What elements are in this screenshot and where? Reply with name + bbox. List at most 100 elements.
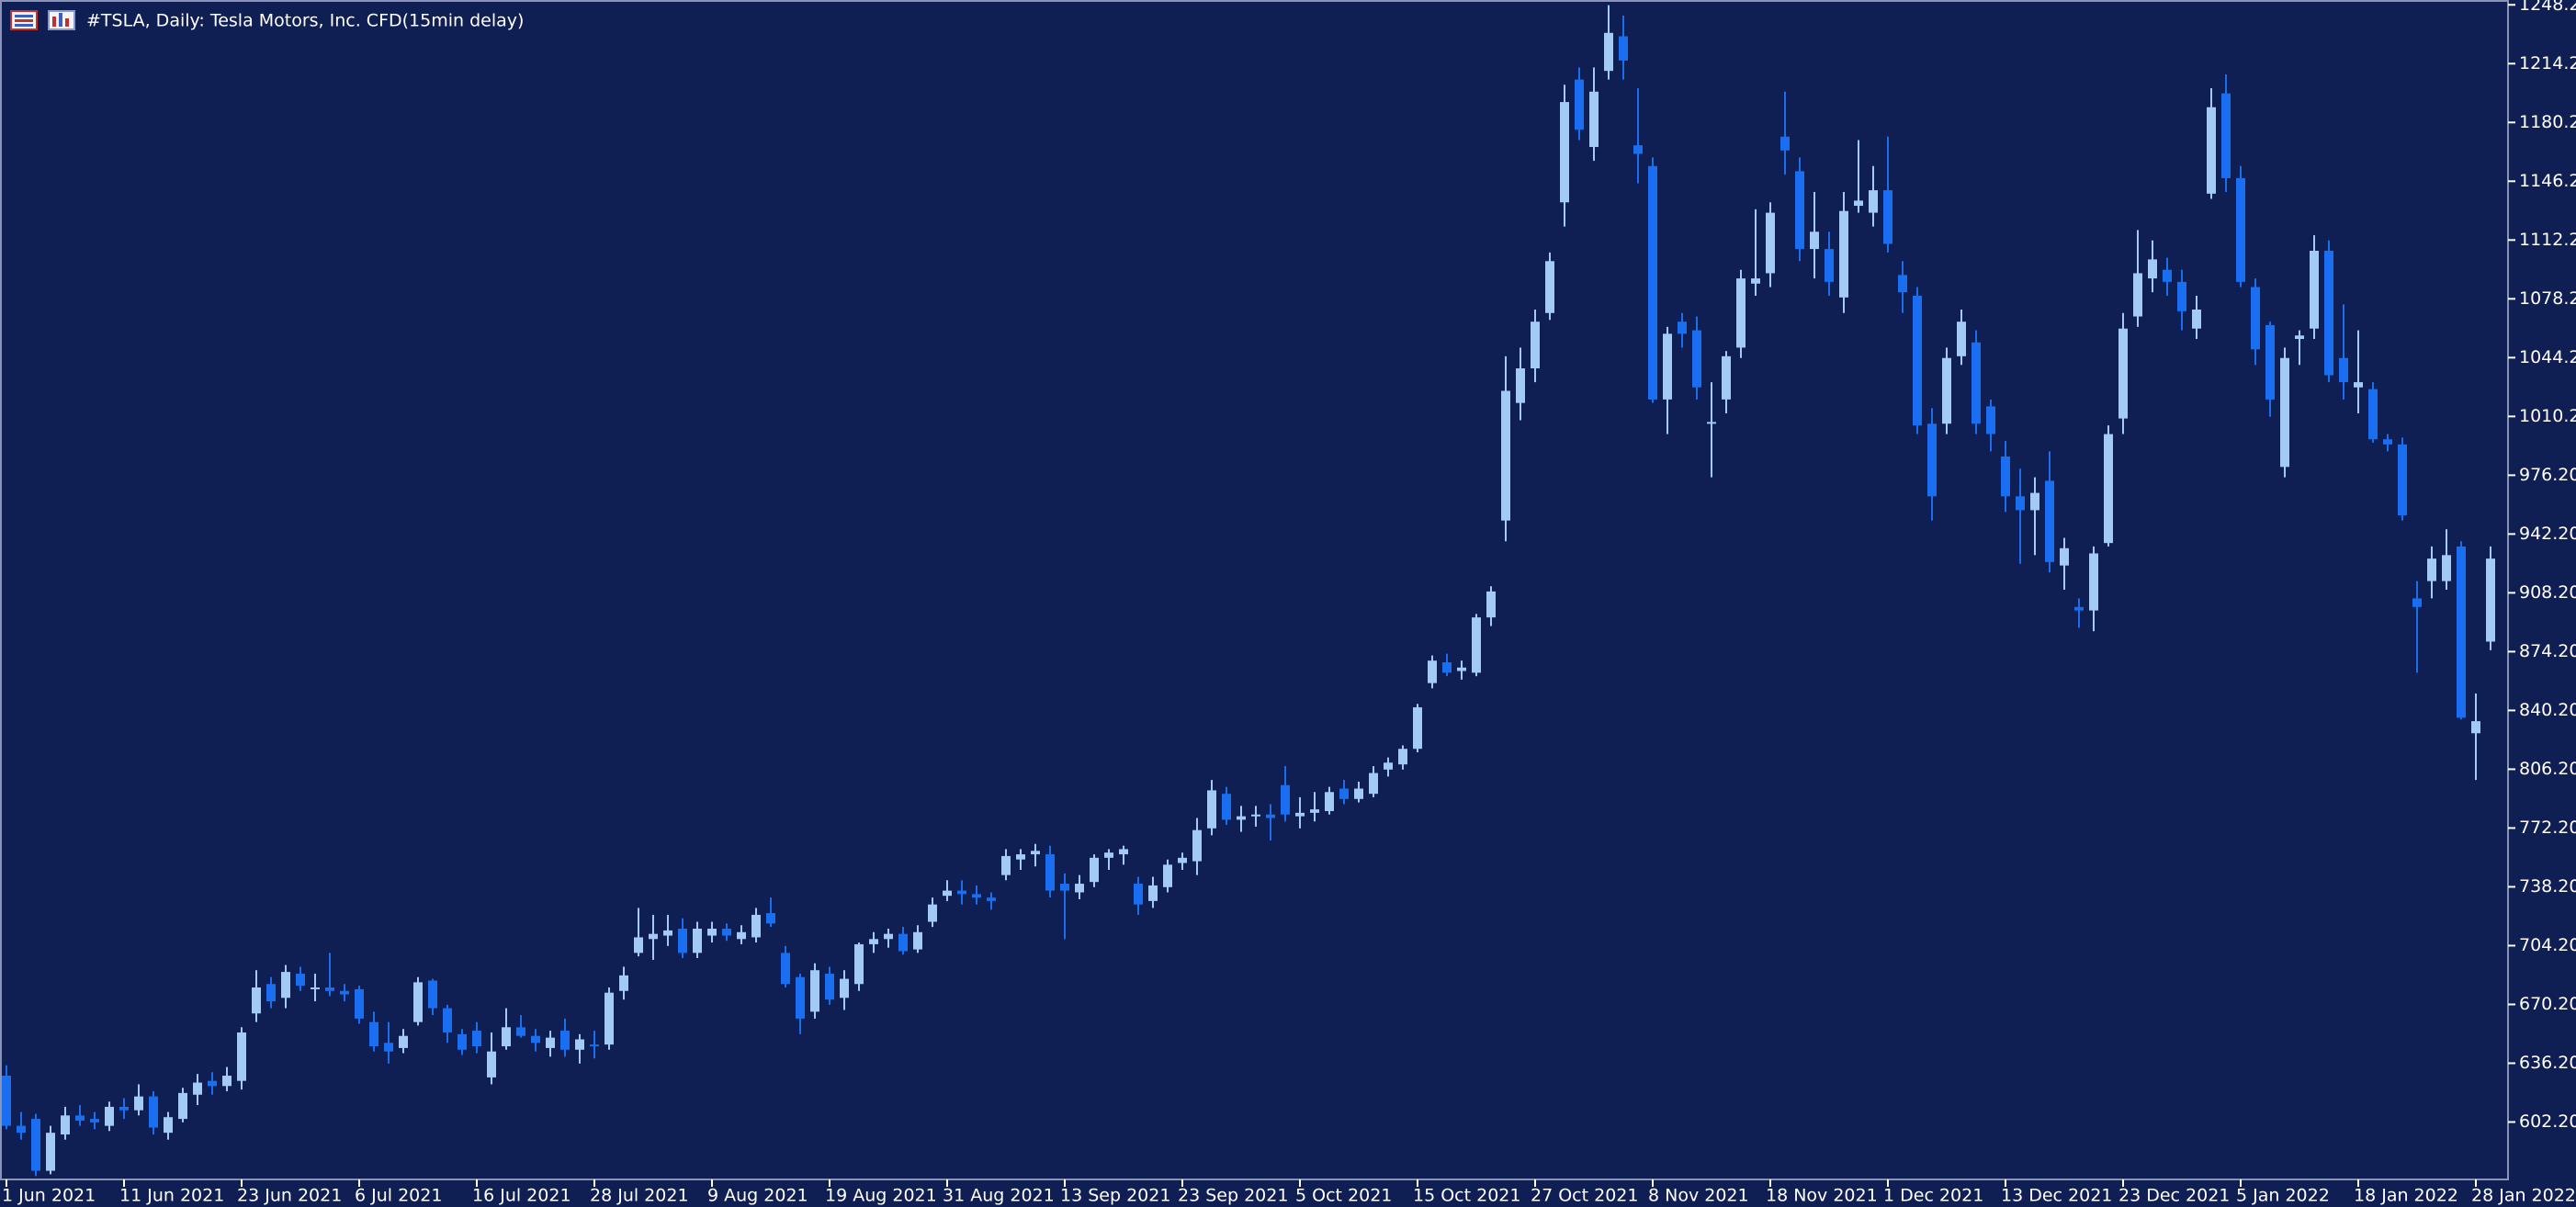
- candle-body: [17, 1125, 26, 1134]
- candle-body: [560, 1031, 570, 1050]
- candle-body: [1486, 591, 1496, 618]
- toolbar-icon[interactable]: [10, 10, 38, 30]
- plot-frame: [0, 0, 2509, 1180]
- candle-body: [1295, 812, 1305, 817]
- candle-body: [957, 890, 966, 895]
- candle-body: [1663, 333, 1672, 400]
- candle-body: [575, 1039, 584, 1050]
- candle-body: [751, 914, 761, 938]
- candle-body: [1075, 884, 1084, 893]
- candle-body: [149, 1096, 158, 1128]
- candle-body: [1060, 884, 1069, 891]
- candle-body: [1722, 355, 1731, 400]
- x-tick-label: 8 Nov 2021: [1648, 1186, 1749, 1206]
- candle-body: [1501, 390, 1510, 521]
- candle-body: [46, 1133, 55, 1171]
- x-tick-label: 6 Jul 2021: [355, 1186, 442, 1206]
- chart-icon[interactable]: [48, 10, 75, 30]
- candle-body: [1869, 190, 1878, 213]
- x-tick-label: 18 Nov 2021: [1766, 1186, 1878, 1206]
- candle-body: [590, 1044, 599, 1047]
- candle-body: [2324, 250, 2333, 376]
- x-tick-label: 19 Aug 2021: [825, 1186, 937, 1206]
- candle-body: [2398, 444, 2407, 516]
- candle-body: [2457, 546, 2466, 718]
- x-tick-label: 11 Jun 2021: [119, 1186, 224, 1206]
- candle-body: [1266, 814, 1275, 818]
- candle-body: [1369, 773, 1378, 795]
- candle-body: [2207, 107, 2216, 194]
- candle-body: [2, 1076, 11, 1126]
- candle-body: [2104, 434, 2113, 544]
- candle-body: [2089, 553, 2098, 611]
- candle-body: [340, 990, 349, 995]
- candle-body: [707, 929, 717, 936]
- candle-body: [2148, 259, 2157, 279]
- x-tick-label: 18 Jan 2022: [2354, 1186, 2458, 1206]
- x-tick-label: 28 Jul 2021: [590, 1186, 689, 1206]
- candle-body: [2310, 250, 2319, 329]
- candle-body: [252, 987, 261, 1014]
- candle-body: [1222, 794, 1231, 820]
- candle-body: [663, 930, 672, 936]
- y-tick-label: 602.20: [2519, 1111, 2576, 1132]
- candle-body: [678, 929, 687, 953]
- candle-body: [1516, 368, 1525, 403]
- candle-body: [384, 1043, 393, 1052]
- candle-body: [1766, 212, 1775, 274]
- candle-body: [1898, 275, 1907, 293]
- y-tick-label: 670.20: [2519, 994, 2576, 1014]
- candle-body: [2265, 324, 2275, 400]
- candle-body: [1192, 829, 1202, 862]
- candle-body: [1428, 660, 1437, 683]
- candle-body: [737, 931, 746, 940]
- candle-body: [2163, 269, 2172, 282]
- x-tick-label: 23 Sep 2021: [1178, 1186, 1288, 1206]
- candle-body: [619, 975, 628, 991]
- candle-body: [2383, 439, 2392, 445]
- candle-body: [281, 972, 290, 998]
- y-tick-label: 1214.20: [2519, 53, 2576, 73]
- candle-body: [2016, 496, 2025, 511]
- x-tick-label: 5 Oct 2021: [1295, 1186, 1392, 1206]
- candle-body: [2060, 547, 2069, 566]
- candle-body: [1575, 79, 1584, 130]
- candle-body: [1354, 788, 1363, 799]
- candle-body: [1751, 278, 1760, 284]
- x-tick-label: 28 Jan 2022: [2471, 1186, 2576, 1206]
- candle-body: [898, 933, 908, 952]
- candle-body: [208, 1080, 217, 1087]
- candle-body: [796, 976, 805, 1019]
- candle-body: [913, 931, 922, 950]
- candle-body: [2427, 558, 2436, 581]
- candle-body: [1090, 857, 1099, 883]
- candle-body: [105, 1106, 114, 1126]
- y-tick-label: 1010.20: [2519, 406, 2576, 426]
- candle-body: [1648, 165, 1657, 400]
- x-tick-label: 9 Aug 2021: [707, 1186, 808, 1206]
- candle-body: [1148, 885, 1158, 901]
- candle-body: [443, 1008, 452, 1032]
- candle-body: [2030, 492, 2039, 511]
- candle-body: [1531, 321, 1540, 369]
- candle-body: [1384, 762, 1393, 770]
- x-tick-label: 13 Sep 2021: [1060, 1186, 1170, 1206]
- candle-body: [428, 980, 437, 1009]
- candle-body: [355, 988, 364, 1019]
- candle-body: [854, 943, 864, 985]
- y-tick-label: 1044.20: [2519, 347, 2576, 367]
- candle-body: [1972, 342, 1981, 424]
- candle-body: [1692, 330, 1701, 388]
- candle-body: [75, 1115, 85, 1121]
- candle-body: [164, 1117, 173, 1134]
- candle-body: [237, 1032, 246, 1081]
- candle-body: [2045, 480, 2054, 562]
- candle-body: [2001, 457, 2010, 497]
- candle-body: [825, 973, 834, 1000]
- y-tick-label: 1112.20: [2519, 230, 2576, 250]
- candle-body: [2236, 177, 2245, 282]
- candle-body: [1986, 406, 1995, 434]
- candle-body: [1927, 423, 1937, 497]
- candle-body: [546, 1037, 555, 1048]
- candle-body: [928, 904, 937, 922]
